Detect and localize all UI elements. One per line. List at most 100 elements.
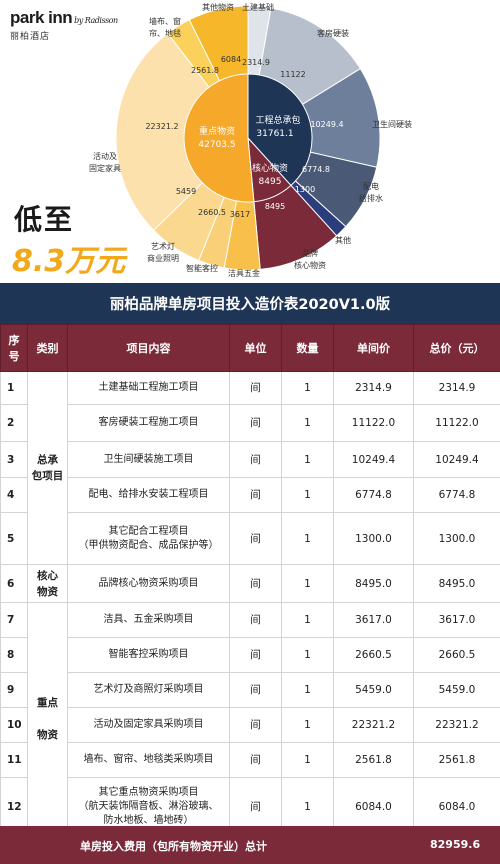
row-item: 土建基础工程施工项目 bbox=[67, 371, 230, 405]
inner-value-eng: 31761.1 bbox=[256, 129, 293, 139]
row-price: 5459.0 bbox=[333, 672, 414, 708]
table-row: 2 客房硬装工程施工项目 间 1 11122.0 11122.0 bbox=[0, 404, 500, 442]
outer-value-pd: 6774.8 bbox=[302, 165, 330, 174]
row-no: 3 bbox=[0, 441, 28, 478]
row-total: 2314.9 bbox=[413, 371, 500, 405]
cat-label-kefang: 客房硬装 bbox=[317, 28, 349, 38]
row-item: 活动及固定家具采购项目 bbox=[67, 707, 230, 743]
table-row: 5 其它配合工程项目 （甲供物资配合、成品保护等） 间 1 1300.0 1300… bbox=[0, 512, 500, 565]
outer-value-jiaju: 22321.2 bbox=[145, 122, 178, 131]
row-total: 11122.0 bbox=[413, 404, 500, 442]
row-unit: 间 bbox=[229, 512, 282, 565]
logo-sub-text: by Radisson bbox=[74, 16, 118, 25]
row-item: 客房硬装工程施工项目 bbox=[67, 404, 230, 442]
outer-value-qtwz: 6084 bbox=[221, 55, 241, 64]
row-item: 洁具、五金采购项目 bbox=[67, 602, 230, 638]
row-total: 2660.5 bbox=[413, 637, 500, 673]
cat-label-jichu: 土建基础 bbox=[242, 2, 274, 12]
inner-label-core: 核心物资 bbox=[252, 162, 288, 174]
cat-label-pp-2: 核心物资 bbox=[294, 260, 326, 270]
row-price: 2314.9 bbox=[333, 371, 414, 405]
outer-ring bbox=[115, 5, 381, 271]
row-unit: 间 bbox=[229, 602, 282, 638]
row-unit: 间 bbox=[229, 672, 282, 708]
outer-value-pp: 8495 bbox=[265, 202, 285, 211]
row-unit: 间 bbox=[229, 441, 282, 478]
table-row: 10 活动及固定家具采购项目 间 1 22321.2 22321.2 bbox=[0, 707, 500, 743]
outer-value-jj: 3617 bbox=[230, 210, 250, 219]
cat-label-qtwz: 其他物资 bbox=[202, 2, 234, 12]
brand-logo: park inn by Radisson 丽柏酒店 bbox=[10, 8, 118, 42]
outer-slice-9 bbox=[115, 32, 249, 232]
outer-value-kefang: 11122 bbox=[280, 70, 305, 79]
row-price: 8495.0 bbox=[333, 564, 414, 603]
row-qty: 1 bbox=[281, 707, 334, 743]
inner-label-key: 重点物资 bbox=[199, 125, 235, 137]
row-price: 11122.0 bbox=[333, 404, 414, 442]
table-row: 4 配电、给排水安装工程项目 间 1 6774.8 6774.8 bbox=[0, 477, 500, 513]
cat-label-wsj: 卫生间硬装 bbox=[372, 119, 412, 129]
table-row: 6 核心 物资 品牌核心物资采购项目 间 1 8495.0 8495.0 bbox=[0, 564, 500, 603]
cat-label-jiaju-2: 固定家具 bbox=[89, 163, 121, 173]
row-no: 2 bbox=[0, 404, 28, 442]
table-footer: 单房投入费用（包所有物资开业）总计 82959.6 bbox=[0, 826, 500, 864]
row-qty: 1 bbox=[281, 602, 334, 638]
row-price: 2561.8 bbox=[333, 742, 414, 778]
table-row: 9 艺术灯及商照灯采购项目 间 1 5459.0 5459.0 bbox=[0, 672, 500, 708]
outer-value-qb: 2561.8 bbox=[191, 66, 219, 75]
promo-line-2: 8.3万元 bbox=[12, 244, 126, 279]
cost-donut-chart: 工程总承包 31761.1 核心物资 8495 重点物资 42703.5 231… bbox=[89, 2, 412, 278]
cat-label-pd-2: 给排水 bbox=[359, 193, 383, 203]
row-qty: 1 bbox=[281, 672, 334, 708]
row-price: 22321.2 bbox=[333, 707, 414, 743]
row-no: 1 bbox=[0, 371, 28, 405]
row-item: 卫生间硬装施工项目 bbox=[67, 441, 230, 478]
row-total: 5459.0 bbox=[413, 672, 500, 708]
cat-label-pd-1: 配电 bbox=[363, 181, 379, 191]
row-qty: 1 bbox=[281, 637, 334, 673]
row-unit: 间 bbox=[229, 564, 282, 603]
row-no: 11 bbox=[0, 742, 28, 778]
cat-label-jiaju-1: 活动及 bbox=[93, 151, 117, 161]
row-price: 10249.4 bbox=[333, 441, 414, 478]
logo-main-text: park inn bbox=[10, 8, 73, 27]
category-cell-core: 核心 物资 bbox=[27, 564, 68, 603]
inner-label-eng: 工程总承包 bbox=[255, 114, 300, 126]
row-price: 2660.5 bbox=[333, 637, 414, 673]
cat-label-jj: 洁具五金 bbox=[228, 268, 260, 278]
outer-value-wsj: 10249.4 bbox=[310, 120, 343, 129]
row-no: 5 bbox=[0, 512, 28, 565]
table-row: 3 卫生间硬装施工项目 间 1 10249.4 10249.4 bbox=[0, 441, 500, 478]
inner-ring bbox=[183, 73, 313, 203]
row-no: 8 bbox=[0, 637, 28, 673]
header-no: 序号 bbox=[0, 324, 28, 372]
row-item: 配电、给排水安装工程项目 bbox=[67, 477, 230, 513]
category-cell-key: 重点 物资 bbox=[27, 602, 68, 836]
row-unit: 间 bbox=[229, 477, 282, 513]
row-price: 3617.0 bbox=[333, 602, 414, 638]
row-unit: 间 bbox=[229, 742, 282, 778]
row-item: 智能客控采购项目 bbox=[67, 637, 230, 673]
category-cell-contract: 总承 包项目 bbox=[27, 371, 68, 565]
row-total: 8495.0 bbox=[413, 564, 500, 603]
inner-slice-0 bbox=[247, 73, 313, 187]
row-item: 艺术灯及商照灯采购项目 bbox=[67, 672, 230, 708]
cat-label-qb-2: 帘、地毯 bbox=[149, 28, 181, 38]
row-item: 品牌核心物资采购项目 bbox=[67, 564, 230, 603]
cat-label-yd-2: 商业照明 bbox=[147, 253, 179, 263]
footer-total: 82959.6 bbox=[430, 838, 481, 851]
cat-label-qb-1: 墙布、窗 bbox=[149, 16, 181, 26]
header-qty: 数量 bbox=[281, 324, 334, 372]
row-total: 1300.0 bbox=[413, 512, 500, 565]
row-unit: 间 bbox=[229, 637, 282, 673]
row-no: 7 bbox=[0, 602, 28, 638]
logo-cn-text: 丽柏酒店 bbox=[10, 32, 51, 42]
table-row: 7 重点 物资 洁具、五金采购项目 间 1 3617.0 3617.0 bbox=[0, 602, 500, 836]
header-price: 单间价 bbox=[333, 324, 414, 372]
outer-value-jichu: 2314.9 bbox=[242, 58, 270, 67]
inner-slice-2 bbox=[183, 73, 255, 203]
cat-label-yd-1: 艺术灯 bbox=[151, 241, 175, 251]
row-price: 6774.8 bbox=[333, 477, 414, 513]
row-unit: 间 bbox=[229, 404, 282, 442]
row-total: 2561.8 bbox=[413, 742, 500, 778]
